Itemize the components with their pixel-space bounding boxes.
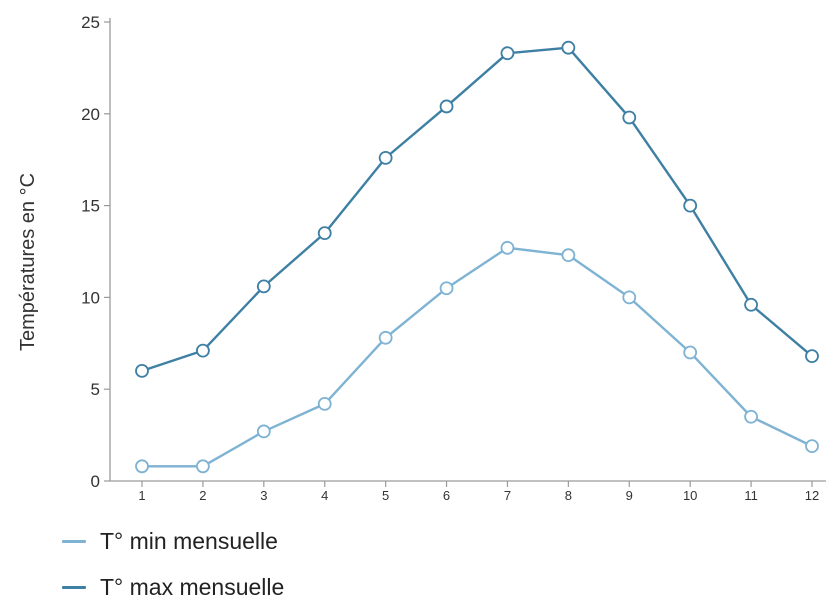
data-point <box>317 226 332 241</box>
x-tick-label: 9 <box>626 488 633 500</box>
data-point <box>500 240 515 255</box>
data-point <box>135 363 149 378</box>
legend-swatch-min <box>62 539 86 543</box>
data-point <box>805 349 819 364</box>
legend-label-max: T° max mensuelle <box>100 573 285 600</box>
data-point <box>135 459 149 474</box>
x-tick-label: 5 <box>382 488 389 500</box>
x-tick-label: 10 <box>683 488 697 500</box>
legend-item-min: T° min mensuelle <box>62 518 284 564</box>
legend: T° min mensuelle T° max mensuelle <box>62 518 284 610</box>
data-point <box>683 345 698 360</box>
legend-label-min: T° min mensuelle <box>100 527 278 554</box>
data-point <box>196 459 210 474</box>
y-tick-label: 0 <box>91 472 100 491</box>
data-point <box>744 409 758 424</box>
series-line-0 <box>142 246 813 468</box>
x-tick-label: 11 <box>744 488 758 500</box>
x-tick-label: 8 <box>565 488 572 500</box>
y-tick-label: 10 <box>81 288 100 307</box>
legend-item-max: T° max mensuelle <box>62 564 284 610</box>
data-point <box>256 279 271 294</box>
data-point <box>561 248 576 263</box>
series-markers <box>135 40 819 474</box>
data-point <box>805 439 819 454</box>
data-point <box>744 297 758 312</box>
series-lines <box>141 46 813 468</box>
data-point <box>500 46 515 61</box>
data-point <box>439 99 454 114</box>
legend-swatch-max <box>62 585 86 589</box>
y-tick-label: 20 <box>81 105 100 124</box>
data-point <box>439 281 454 296</box>
x-tick-label: 4 <box>321 488 328 500</box>
x-tick-label: 3 <box>260 488 267 500</box>
y-tick-label: 25 <box>81 13 100 32</box>
y-tick-label: 15 <box>81 197 100 216</box>
data-point <box>378 150 393 165</box>
data-point <box>196 343 210 358</box>
x-tick-label: 1 <box>138 488 145 500</box>
x-tick-label: 7 <box>504 488 511 500</box>
data-point <box>622 290 637 305</box>
data-point <box>256 424 271 439</box>
data-point <box>317 396 332 411</box>
y-tick-label: 5 <box>91 380 100 399</box>
data-point <box>622 110 637 125</box>
y-axis-label: Températures en °C <box>17 173 39 351</box>
x-tick-label: 2 <box>199 488 206 500</box>
series-line-1 <box>141 46 813 372</box>
x-tick-label: 6 <box>443 488 450 500</box>
data-point <box>561 40 576 55</box>
data-point <box>378 330 393 345</box>
data-point <box>683 198 698 213</box>
x-tick-label: 12 <box>805 488 819 500</box>
